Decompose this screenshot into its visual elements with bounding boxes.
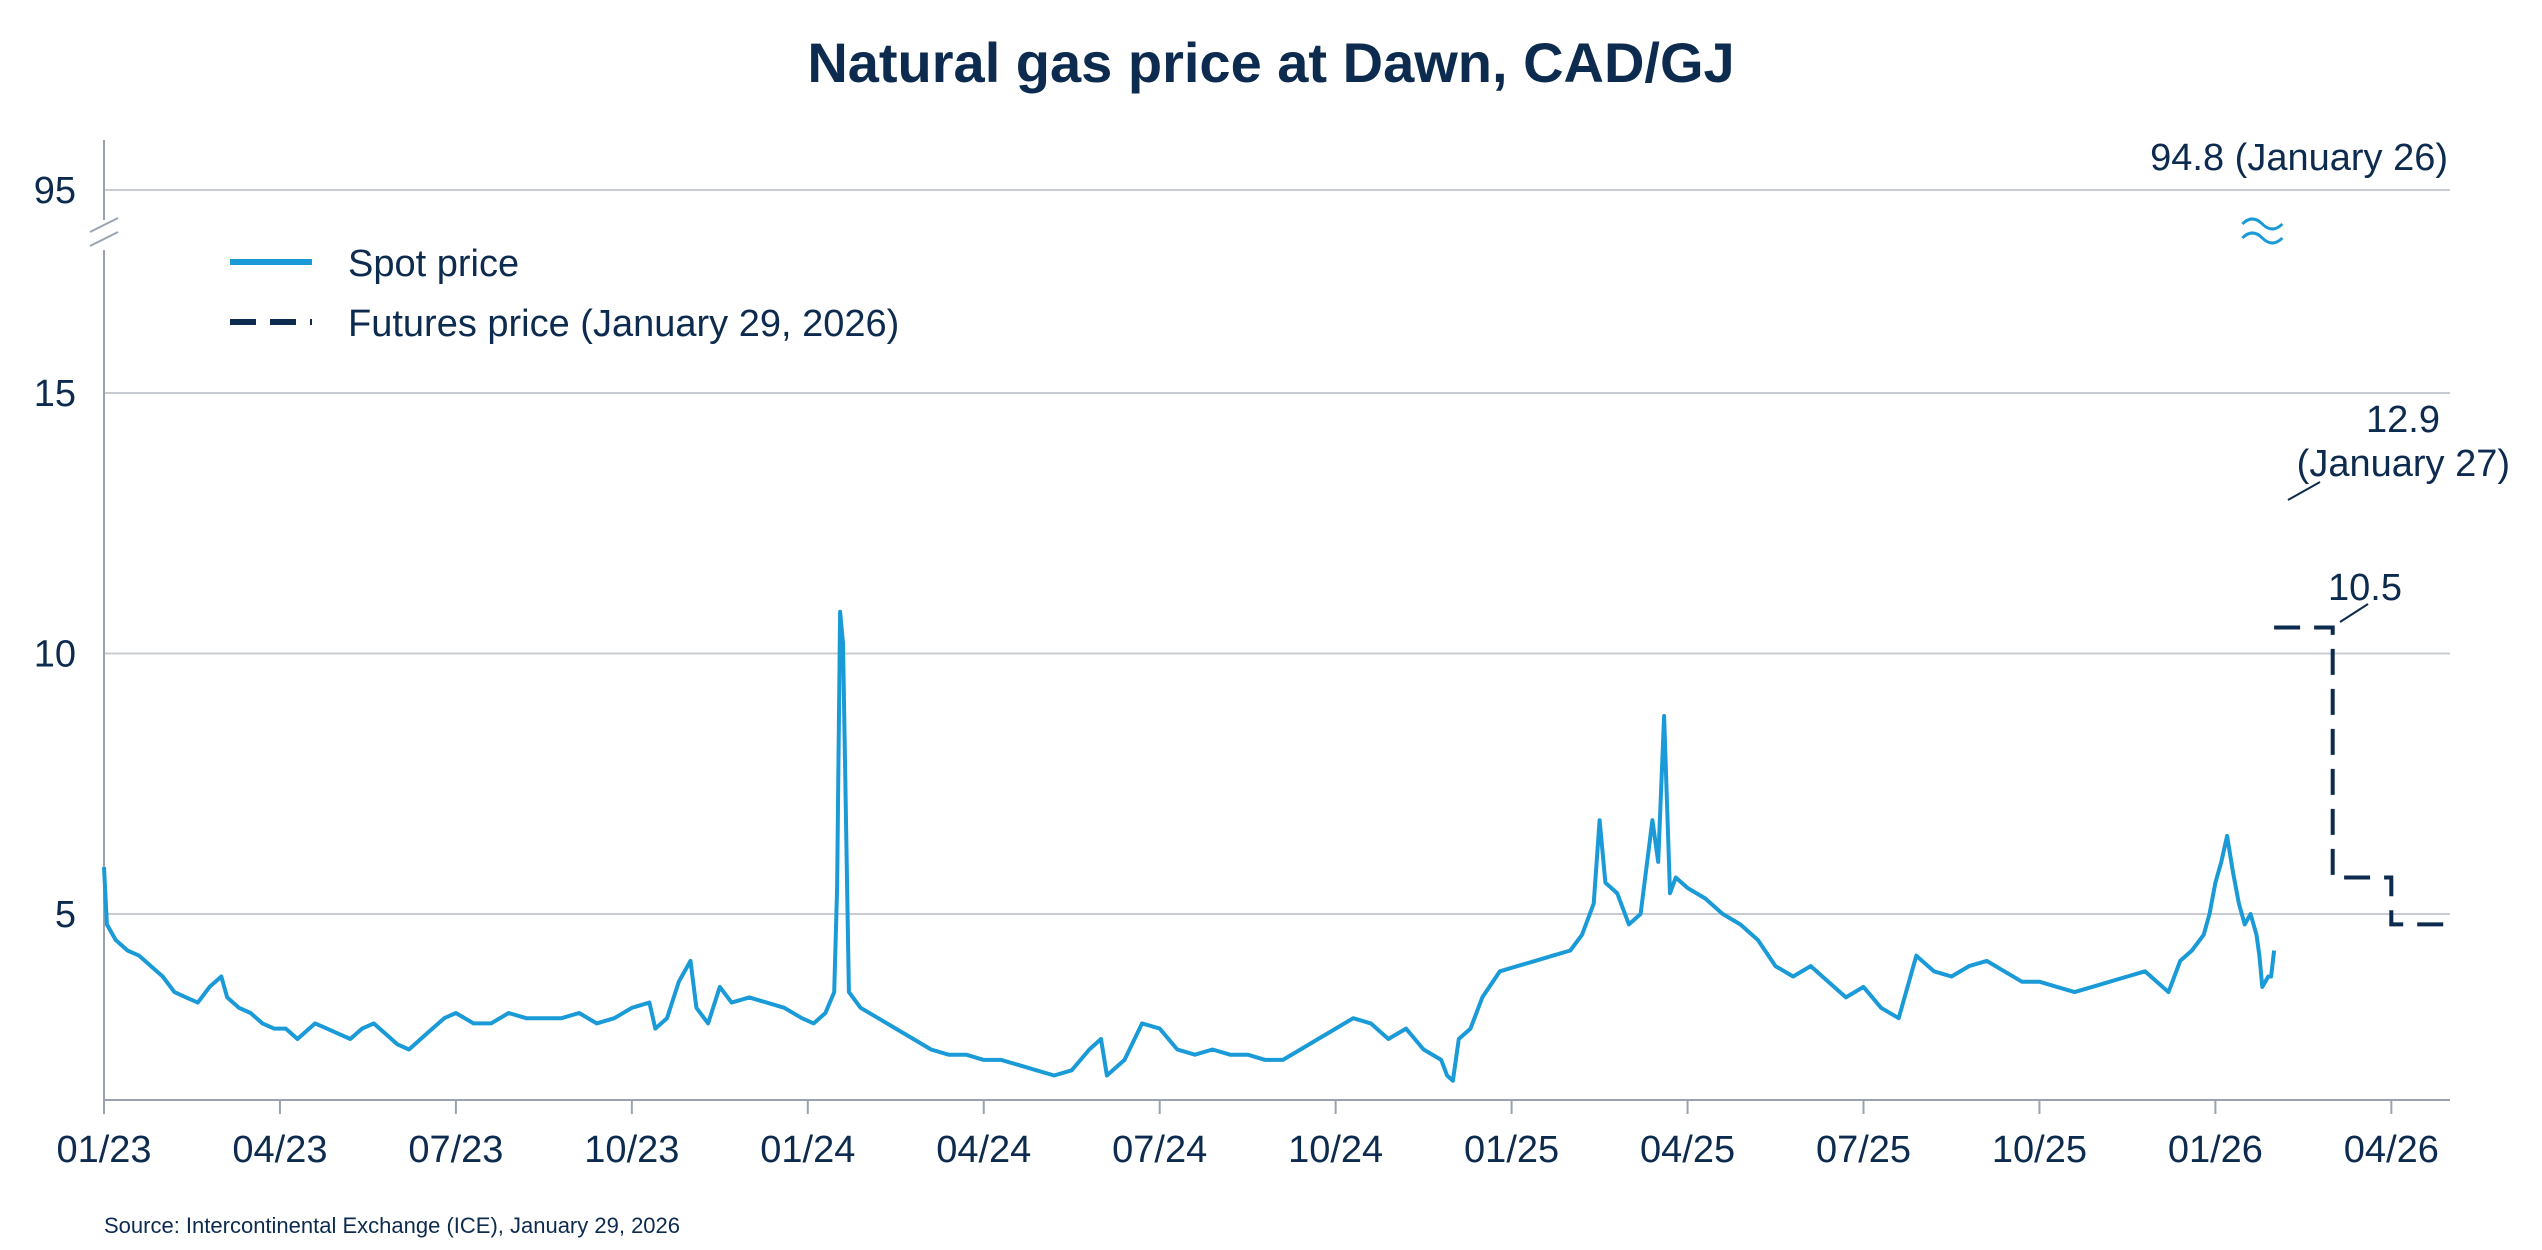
annotation-jan27-date: (January 27) bbox=[2297, 443, 2510, 485]
x-tick-label-07-23: 07/23 bbox=[408, 1129, 503, 1171]
annotation-peak: 94.8 (January 26) bbox=[2150, 137, 2448, 179]
y-axis-break-mark bbox=[89, 217, 119, 233]
y-tick-label-5: 5 bbox=[55, 894, 76, 936]
series bbox=[102, 217, 2450, 1083]
x-tick-label-07-25: 07/25 bbox=[1816, 1129, 1911, 1171]
legend: Spot price Futures price (January 29, 20… bbox=[230, 243, 899, 345]
x-tick-label-01-26: 01/26 bbox=[2168, 1129, 2263, 1171]
y-tick-label-15: 15 bbox=[34, 373, 76, 415]
x-tick-label-01-24: 01/24 bbox=[760, 1129, 855, 1171]
y-axis-ticks: 5 10 15 95 bbox=[34, 170, 76, 936]
x-tick-label-01-23: 01/23 bbox=[56, 1129, 151, 1171]
annotation-futures-leader bbox=[2339, 603, 2369, 623]
x-tick-label-07-24: 07/24 bbox=[1112, 1129, 1207, 1171]
annotation-jan27-value: 12.9 bbox=[2366, 399, 2440, 441]
legend-label-futures: Futures price (January 29, 2026) bbox=[348, 303, 899, 345]
source-note: Source: Intercontinental Exchange (ICE),… bbox=[104, 1213, 680, 1238]
x-tick-label-04-26: 04/26 bbox=[2344, 1129, 2439, 1171]
x-tick-label-10-23: 10/23 bbox=[584, 1129, 679, 1171]
annotations: 94.8 (January 26) 12.9 (January 27) 10.5 bbox=[2150, 137, 2510, 623]
spot-break-mark bbox=[2241, 217, 2284, 231]
spot-price-line bbox=[102, 609, 2277, 1083]
x-tick-label-01-25: 01/25 bbox=[1464, 1129, 1559, 1171]
annotation-jan27-leader bbox=[2287, 481, 2321, 501]
x-tick-label-10-25: 10/25 bbox=[1992, 1129, 2087, 1171]
x-axis-ticks: 01/23 04/23 07/23 10/23 01/24 04/24 07/24 10/24… bbox=[56, 1100, 2439, 1171]
y-tick-label-95: 95 bbox=[34, 170, 76, 212]
axes bbox=[89, 140, 2450, 1101]
x-tick-label-04-24: 04/24 bbox=[936, 1129, 1031, 1171]
annotation-futures-value: 10.5 bbox=[2328, 567, 2402, 609]
x-tick-label-04-25: 04/25 bbox=[1640, 1129, 1735, 1171]
y-tick-label-10: 10 bbox=[34, 634, 76, 676]
x-tick-label-10-24: 10/24 bbox=[1288, 1129, 1383, 1171]
futures-price-line bbox=[2274, 625, 2450, 927]
spot-break-mark bbox=[2241, 231, 2284, 245]
x-tick-label-04-23: 04/23 bbox=[232, 1129, 327, 1171]
gridlines bbox=[104, 189, 2450, 915]
y-axis-break-mark bbox=[89, 231, 119, 247]
legend-label-spot: Spot price bbox=[348, 243, 519, 285]
chart-title: Natural gas price at Dawn, CAD/GJ bbox=[807, 31, 1734, 94]
